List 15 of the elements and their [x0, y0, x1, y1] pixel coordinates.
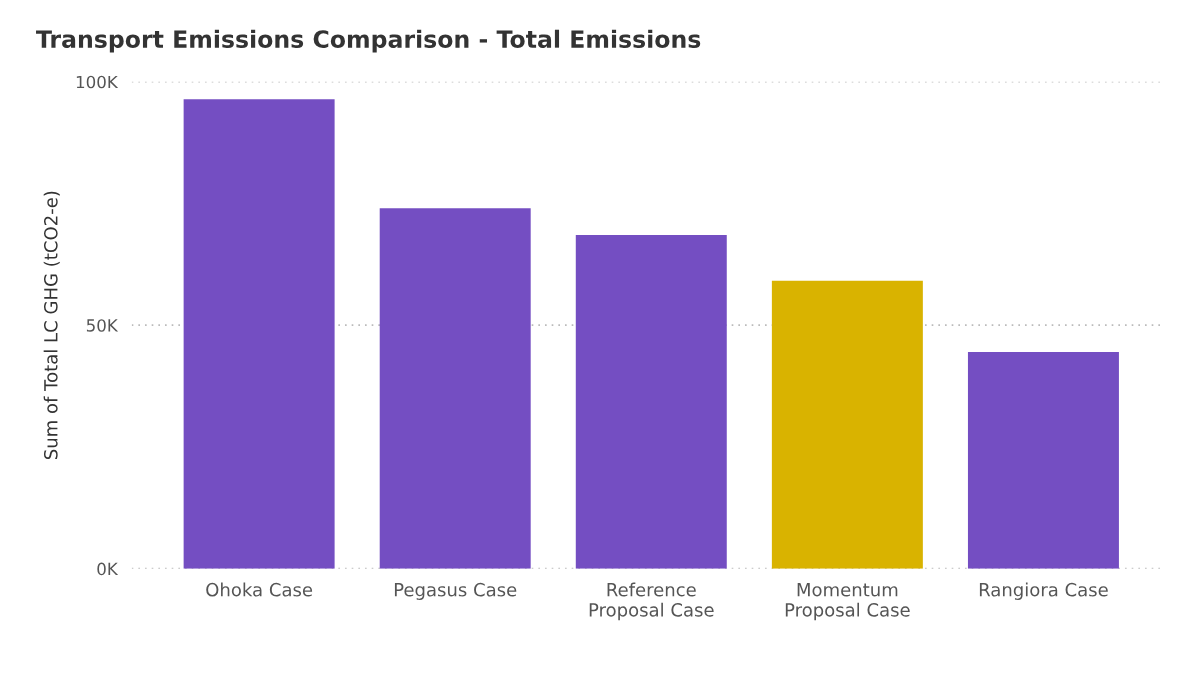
x-tick-label: Pegasus Case [394, 582, 517, 600]
bar [183, 99, 335, 569]
chart-title: Transport Emissions Comparison - Total Emissions [36, 29, 701, 53]
x-tick-label: Momentum Proposal Case [785, 583, 910, 621]
y-tick-label: 50K [86, 319, 119, 332]
bar [575, 235, 727, 569]
bar [967, 351, 1119, 569]
bar [771, 280, 923, 569]
x-tick-label: Rangiora Case [979, 582, 1108, 600]
bar [379, 208, 531, 569]
y-tick-label: 0K [97, 562, 119, 576]
x-tick-label: Ohoka Case [206, 582, 313, 597]
x-tick-label: Reference Proposal Case [589, 582, 714, 621]
y-axis-title: Sum of Total LC GHG (tCO2-e) [43, 191, 60, 460]
y-tick-label: 100K [76, 75, 119, 89]
